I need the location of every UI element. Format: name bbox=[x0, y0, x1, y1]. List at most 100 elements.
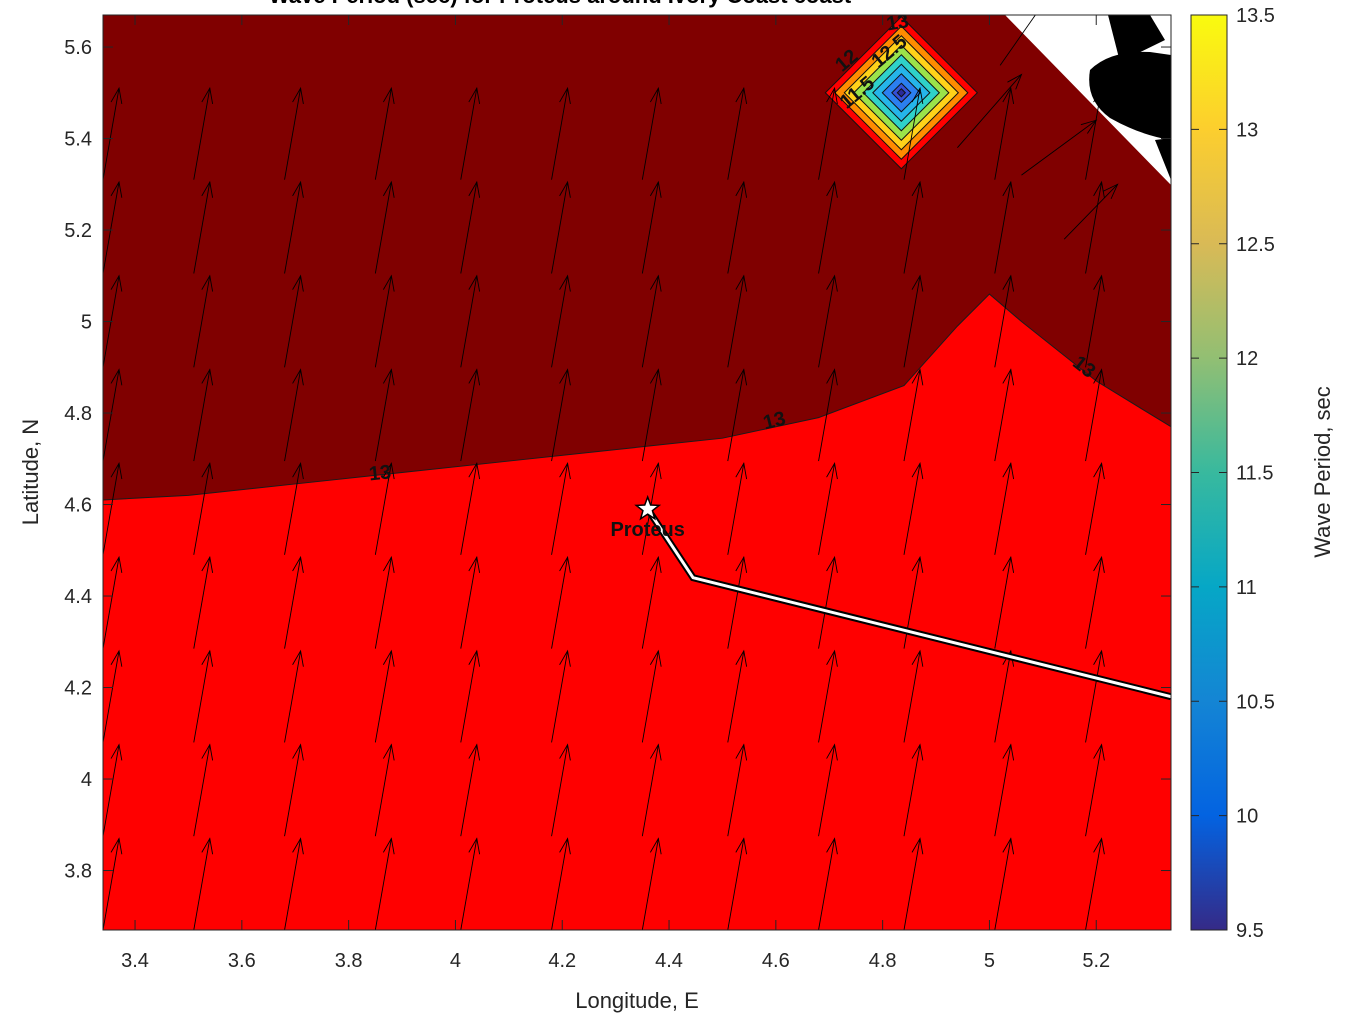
arrow-head bbox=[1002, 649, 1015, 667]
arrow-shaft bbox=[551, 88, 569, 180]
x-tick-label: 4.4 bbox=[655, 950, 683, 972]
wave-direction-arrow bbox=[460, 837, 481, 930]
wave-direction-arrow bbox=[818, 368, 838, 462]
arrow-shaft bbox=[284, 744, 302, 837]
arrow-shaft bbox=[193, 838, 211, 930]
arrow-head bbox=[382, 462, 395, 480]
arrow-head bbox=[559, 743, 571, 761]
arrow-shaft bbox=[193, 744, 211, 837]
arrow-head bbox=[826, 837, 838, 855]
arrow-shaft bbox=[374, 650, 392, 743]
arrow-shaft bbox=[374, 369, 392, 462]
arrow-shaft bbox=[1085, 369, 1103, 462]
wave-direction-arrow bbox=[818, 743, 838, 837]
track-line bbox=[646, 508, 1171, 699]
arrow-shaft bbox=[994, 744, 1012, 837]
arrow-head bbox=[735, 180, 748, 198]
arrow-shaft bbox=[994, 650, 1012, 743]
wave-direction-arrow bbox=[818, 274, 838, 368]
arrow-shaft bbox=[284, 838, 302, 930]
wave-direction-arrow bbox=[903, 86, 924, 180]
wave-direction-arrow bbox=[193, 649, 214, 743]
arrow-shaft bbox=[818, 88, 836, 180]
arrow-head bbox=[735, 462, 748, 480]
arrow-shaft bbox=[1085, 557, 1103, 649]
arrow-head bbox=[1093, 837, 1105, 855]
arrow-shaft bbox=[193, 650, 211, 743]
wave-direction-arrow bbox=[193, 743, 214, 837]
arrow-head bbox=[1093, 368, 1105, 386]
x-tick-label: 4.2 bbox=[548, 950, 576, 972]
wave-direction-arrow bbox=[1085, 837, 1105, 930]
arrow-shaft bbox=[1085, 181, 1103, 274]
arrow-head bbox=[911, 743, 924, 761]
arrow-shaft bbox=[818, 463, 836, 555]
wave-direction-arrow bbox=[1085, 86, 1105, 180]
arrow-shaft bbox=[284, 369, 302, 462]
arrow-shaft bbox=[903, 275, 921, 368]
arrow-shaft bbox=[193, 275, 211, 368]
arrow-head bbox=[468, 462, 481, 480]
wave-direction-arrow bbox=[103, 368, 123, 462]
arrow-shaft bbox=[103, 181, 120, 274]
wave-direction-arrow bbox=[460, 649, 481, 743]
arrow-shaft bbox=[551, 463, 569, 555]
arrow-shaft bbox=[994, 557, 1012, 649]
arrow-shaft bbox=[957, 74, 1022, 148]
arrow-head bbox=[559, 86, 571, 105]
y-axis: 3.8 4 4.2 4.4 4.6 4.8 5 5.2 5.4 5.6 bbox=[64, 37, 1171, 883]
wave-direction-arrow bbox=[818, 462, 838, 555]
wave-direction-arrow bbox=[818, 837, 838, 930]
wave-direction-arrow bbox=[284, 86, 304, 180]
wave-direction-arrow bbox=[641, 555, 662, 649]
wave-direction-arrow bbox=[727, 837, 748, 930]
arrow-shaft bbox=[460, 463, 478, 555]
arrow-head bbox=[110, 555, 123, 573]
wave-direction-arrow bbox=[374, 368, 395, 462]
wave-direction-arrow bbox=[374, 462, 395, 555]
wave-direction-arrow bbox=[284, 180, 304, 274]
arrow-head bbox=[1093, 86, 1105, 105]
x-tick-label: 5.2 bbox=[1082, 950, 1110, 972]
wave-direction-arrow bbox=[727, 555, 748, 649]
arrow-head bbox=[649, 86, 662, 105]
wave-direction-arrow bbox=[818, 555, 838, 649]
arrow-head bbox=[292, 649, 304, 667]
arrow-shaft bbox=[994, 838, 1012, 930]
arrow-shaft bbox=[374, 557, 392, 649]
station-label: Proteus bbox=[610, 519, 684, 541]
colorbar-tick-label: 10.5 bbox=[1236, 691, 1275, 713]
arrow-shaft bbox=[374, 744, 392, 837]
wave-direction-arrow bbox=[374, 837, 395, 930]
arrow-shaft bbox=[551, 275, 569, 368]
arrow-head bbox=[110, 649, 123, 667]
arrow-shaft bbox=[727, 744, 745, 837]
arrow-shaft bbox=[641, 88, 659, 180]
arrow-shaft bbox=[1085, 275, 1103, 368]
wave-direction-arrow bbox=[1085, 368, 1105, 462]
arrow-head bbox=[1093, 462, 1105, 480]
arrow-shaft bbox=[1085, 838, 1103, 930]
wave-direction-arrow bbox=[999, 15, 1036, 66]
arrow-head bbox=[382, 837, 395, 855]
arrow-head bbox=[110, 368, 123, 386]
arrow-shaft bbox=[193, 181, 211, 274]
arrow-shaft bbox=[1085, 744, 1103, 837]
arrow-shaft bbox=[727, 181, 745, 274]
arrow-head bbox=[468, 555, 481, 573]
wave-direction-arrow bbox=[551, 274, 571, 368]
arrow-shaft bbox=[460, 181, 478, 274]
arrow-head bbox=[201, 837, 214, 855]
wave-direction-arrow bbox=[374, 649, 395, 743]
arrow-head bbox=[649, 743, 662, 761]
arrow-shaft bbox=[374, 838, 392, 930]
wave-direction-arrow bbox=[284, 368, 304, 462]
arrow-head bbox=[735, 274, 748, 292]
wave-direction-arrow bbox=[284, 649, 304, 743]
colorbar-label: Wave Period, sec bbox=[1310, 386, 1335, 558]
wave-direction-arrow bbox=[193, 462, 214, 555]
x-axis: 3.4 3.6 3.8 4 4.2 4.4 4.6 4.8 5 5.2 bbox=[121, 15, 1110, 972]
arrow-head bbox=[382, 555, 395, 573]
wave-direction-arrow bbox=[994, 555, 1015, 649]
arrow-head bbox=[382, 743, 395, 761]
